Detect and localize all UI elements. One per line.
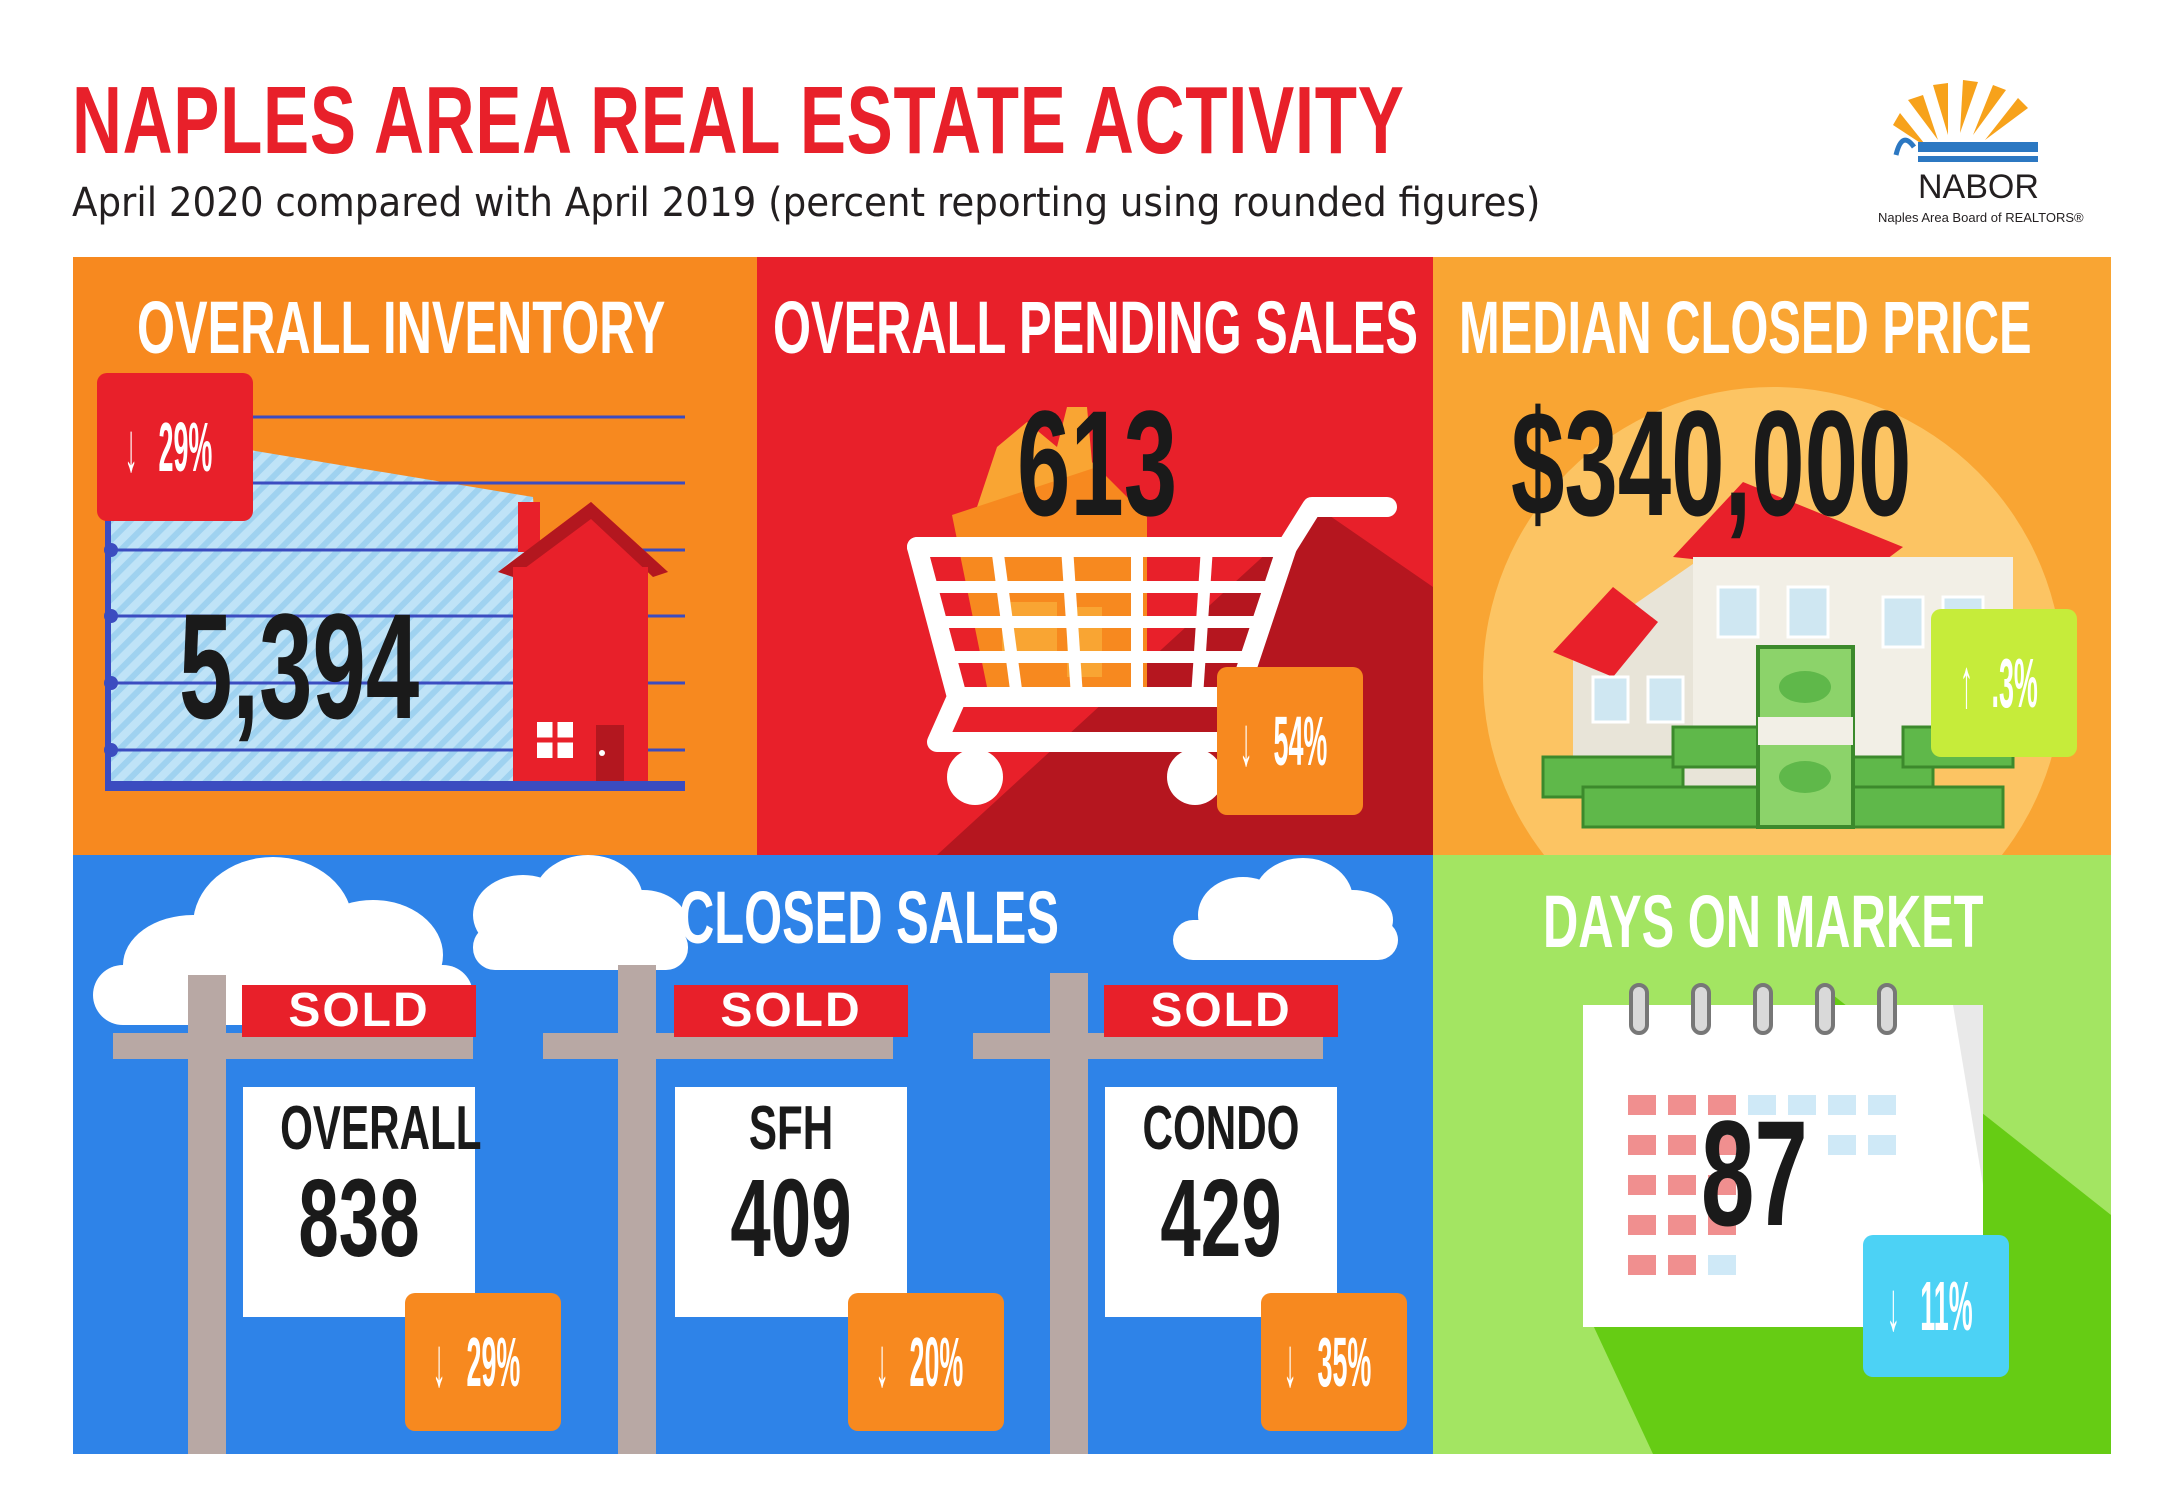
sold-sign-sfh: SOLD — [674, 985, 908, 1037]
inventory-change-badge: ↓ 29% — [97, 373, 253, 521]
sign-condo-value: 429 — [1160, 1157, 1282, 1280]
down-arrow-icon: ↓ — [1283, 1323, 1298, 1401]
sign-sfh-value: 409 — [730, 1157, 852, 1280]
sign-sfh-label: SFH — [748, 1094, 834, 1163]
dom-panel: DAYS ON MARKET 87 ↓ 11% — [1433, 855, 2111, 1454]
condo-change-badge: ↓ 35% — [1261, 1293, 1407, 1431]
down-arrow-icon: ↓ — [124, 408, 139, 486]
dom-change-badge: ↓ 11% — [1863, 1235, 2009, 1377]
overall-change-badge: ↓ 29% — [405, 1293, 561, 1431]
price-change: .3% — [1991, 644, 2039, 722]
house-chart-icon — [104, 415, 685, 791]
price-value: $340,000 — [1511, 379, 1912, 547]
sold-sign-condo: SOLD — [1104, 985, 1338, 1037]
inventory-panel: OVERALL INVENTORY 5,3 — [73, 257, 757, 855]
nabor-logo: NABOR Naples Area Board of REALTORS® — [1878, 80, 2108, 230]
price-title: MEDIAN CLOSED PRICE — [1459, 286, 2032, 369]
pending-change: 54% — [1273, 702, 1328, 780]
sign-sfh: SFH 409 — [675, 1093, 907, 1274]
logo-name: NABOR — [1918, 168, 2039, 206]
down-arrow-icon: ↓ — [1239, 702, 1254, 780]
overall-change: 29% — [466, 1323, 521, 1401]
house-money-icon — [1483, 387, 2063, 855]
pending-panel: 613 OVERALL PENDING SALES ↓ 54% — [757, 257, 1433, 855]
sfh-change-badge: ↓ 20% — [848, 1293, 1004, 1431]
dom-title: DAYS ON MARKET — [1543, 880, 1984, 963]
pending-change-badge: ↓ 54% — [1217, 667, 1363, 815]
inventory-title: OVERALL INVENTORY — [137, 286, 666, 369]
sign-overall: OVERALL 838 — [243, 1093, 482, 1280]
price-panel: MEDIAN CLOSED PRICE $340,000 ↑ .3% — [1433, 257, 2111, 855]
inventory-change: 29% — [158, 408, 213, 486]
dom-value: 87 — [1701, 1089, 1808, 1257]
condo-change: 35% — [1317, 1323, 1372, 1401]
page-subtitle: April 2020 compared with April 2019 (per… — [72, 180, 1541, 226]
closed-sales-panel: CLOSED SALES SOLD OVERALL 838 ↓ 29% SOLD … — [73, 855, 1433, 1454]
clouds-and-posts-icon — [93, 855, 1398, 1454]
closed-sales-title: CLOSED SALES — [679, 876, 1059, 959]
sign-condo-label: CONDO — [1142, 1094, 1300, 1163]
price-change-badge: ↑ .3% — [1931, 609, 2077, 757]
pending-value: 613 — [1017, 379, 1178, 547]
sfh-change: 20% — [909, 1323, 964, 1401]
inventory-value: 5,394 — [179, 582, 420, 750]
pending-title: OVERALL PENDING SALES — [773, 286, 1418, 369]
dom-change: 11% — [1920, 1267, 1974, 1345]
down-arrow-icon: ↓ — [432, 1323, 447, 1401]
up-arrow-icon: ↑ — [1959, 644, 1974, 722]
sign-condo: CONDO 429 — [1105, 1093, 1337, 1274]
sign-overall-value: 838 — [298, 1157, 420, 1280]
sun-logo-icon — [1893, 80, 2038, 162]
logo-tagline: Naples Area Board of REALTORS® — [1878, 210, 2084, 225]
sold-sign-overall: SOLD — [242, 985, 476, 1037]
down-arrow-icon: ↓ — [875, 1323, 890, 1401]
page-title: NAPLES AREA REAL ESTATE ACTIVITY — [72, 67, 1405, 174]
sign-overall-label: OVERALL — [280, 1094, 482, 1163]
down-arrow-icon: ↓ — [1887, 1267, 1901, 1345]
